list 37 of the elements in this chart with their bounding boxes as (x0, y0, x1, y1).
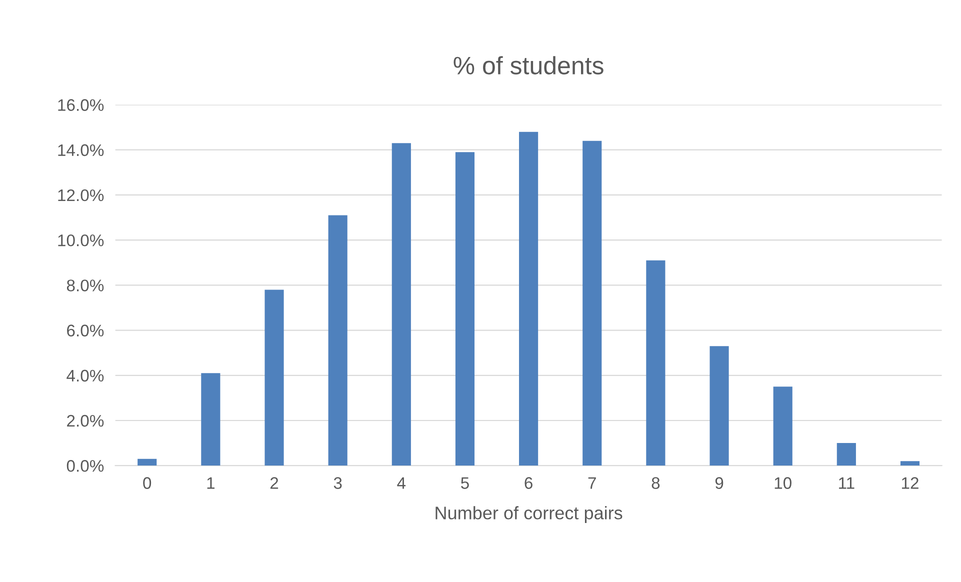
x-tick-label: 1 (207, 477, 214, 489)
bar (900, 461, 920, 466)
x-tick-label: 0 (143, 477, 152, 489)
x-tick-label: 10 (774, 477, 792, 489)
bar (836, 443, 856, 466)
y-tick-label: 16.0% (58, 99, 104, 111)
y-tick-label: 0.0% (66, 460, 104, 472)
chart-title: % of students (454, 56, 604, 74)
bar (328, 215, 348, 466)
y-tick-label: 12.0% (58, 189, 104, 202)
x-axis-title: Number of correct pairs (436, 506, 622, 523)
bar (773, 386, 792, 466)
x-tick-label: 6 (524, 477, 532, 489)
bar (201, 373, 220, 466)
y-tick-label: 2.0% (67, 414, 104, 427)
y-tick-label: 8.0% (66, 280, 104, 292)
bar (455, 152, 475, 466)
bar (264, 290, 284, 466)
y-tick-label: 4.0% (66, 370, 104, 382)
x-tick-label: 3 (334, 477, 342, 489)
x-tick-label: 8 (652, 477, 660, 489)
bar (392, 143, 411, 466)
x-tick-label: 12 (902, 477, 918, 489)
bar (646, 260, 666, 466)
y-tick-label: 6.0% (67, 324, 104, 336)
x-tick-label: 9 (715, 477, 724, 489)
x-tick-label: 2 (270, 477, 278, 489)
y-tick-label: 10.0% (58, 234, 104, 246)
bar (138, 458, 157, 466)
bar (710, 346, 729, 466)
x-tick-label: 7 (588, 477, 596, 489)
y-tick-label: 14.0% (58, 144, 104, 156)
bar (582, 140, 602, 466)
bar (519, 132, 538, 466)
x-tick-label: 4 (397, 477, 406, 489)
x-tick-label: 11 (839, 477, 854, 489)
x-tick-label: 5 (461, 477, 469, 489)
